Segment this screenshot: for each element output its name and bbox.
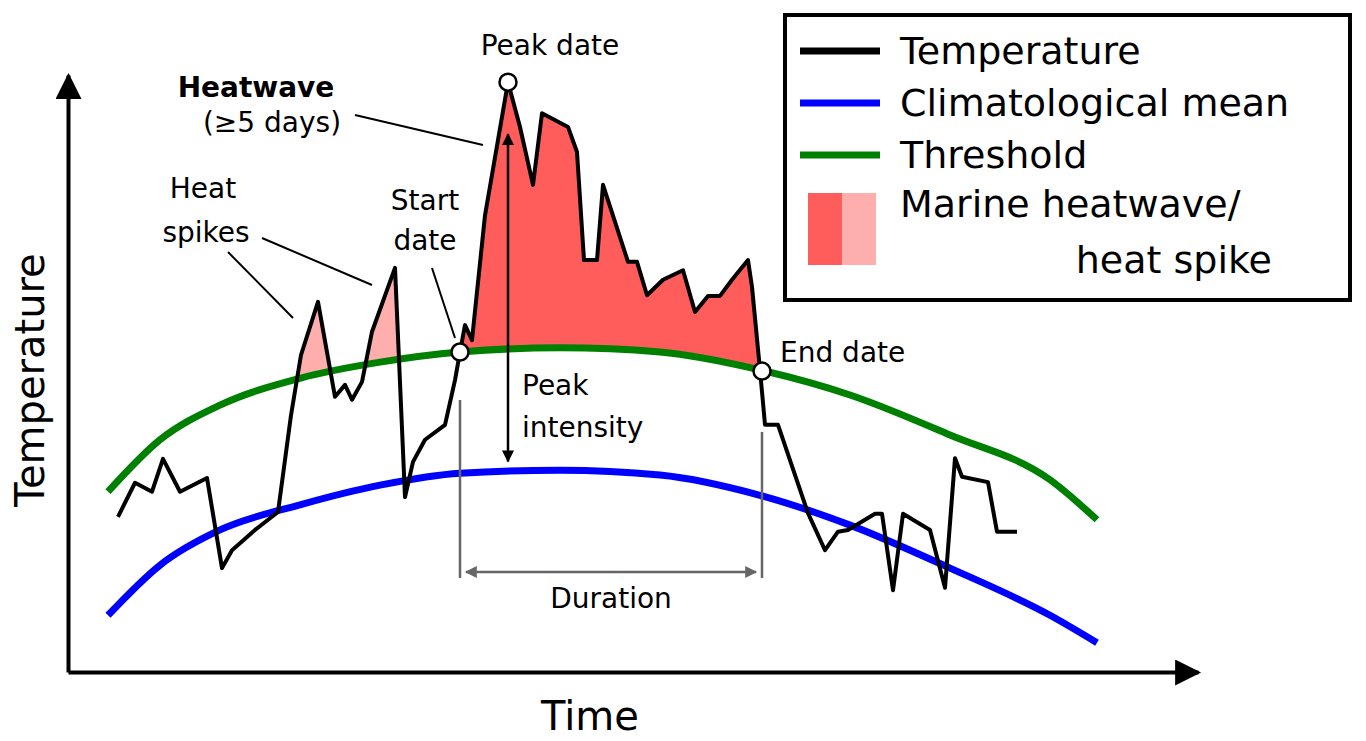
duration-arrow xyxy=(466,571,756,574)
legend-swatch xyxy=(800,152,880,159)
duration-guide xyxy=(459,400,462,578)
legend-label: Temperature xyxy=(899,29,1141,73)
leader-line xyxy=(262,238,372,285)
legend-label: Threshold xyxy=(899,133,1087,177)
legend-label: Marine heatwave/ xyxy=(900,182,1241,226)
annotation-text: Duration xyxy=(550,582,672,615)
y-axis xyxy=(68,76,69,673)
heatwave-fill xyxy=(460,82,762,672)
leader-line xyxy=(432,268,455,338)
annotation-text: Peak date xyxy=(481,29,620,62)
event-marker xyxy=(754,363,771,380)
x-axis-line xyxy=(69,671,1199,675)
legend-swatch xyxy=(800,100,880,107)
annotation-text: Heatwave xyxy=(178,71,335,104)
x-axis xyxy=(69,672,1199,673)
annotation-text: (≥5 days) xyxy=(203,106,341,139)
legend-box xyxy=(785,15,1350,300)
legend-label: Climatological mean xyxy=(900,81,1289,125)
peak-intensity-arrow xyxy=(507,134,510,461)
annotation-text: Peak xyxy=(522,369,589,402)
annotation-text: date xyxy=(393,224,456,257)
plot-area xyxy=(108,82,1097,672)
legend-swatch xyxy=(808,193,842,265)
annotation-text: Heat xyxy=(170,172,236,205)
annotation-text: End date xyxy=(780,336,905,369)
annotation-text: intensity xyxy=(522,411,643,444)
series-line xyxy=(108,348,1097,520)
annotation-text: Start xyxy=(391,184,459,217)
annotation-text: spikes xyxy=(162,216,249,249)
leader-line xyxy=(355,115,483,145)
event-marker xyxy=(500,74,517,91)
legend-swatch xyxy=(842,193,876,265)
y-axis-line xyxy=(67,76,71,673)
legend: Temperature Climatological mean Threshold M… xyxy=(785,15,1350,300)
y-axis-title: Temperature xyxy=(7,253,53,507)
leader-line xyxy=(228,252,293,318)
event-marker xyxy=(452,344,469,361)
legend-label: heat spike xyxy=(1076,238,1272,282)
legend-swatch xyxy=(800,48,880,55)
x-axis-title: Time xyxy=(540,693,639,739)
chart: Time Temperature Duration Peak intensity Peak… xyxy=(0,0,1366,741)
duration-guide xyxy=(761,432,764,578)
